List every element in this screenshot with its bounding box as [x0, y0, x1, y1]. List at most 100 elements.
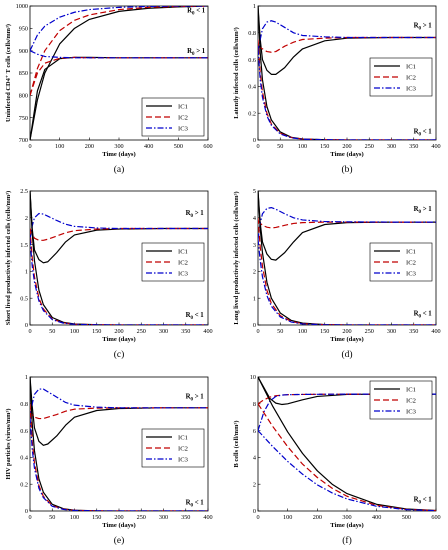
panel-label: (c) [114, 349, 125, 360]
annotation-subscript: 0 [191, 316, 194, 321]
x-tick-label: 600 [431, 514, 440, 521]
chart-panel: 0 100 200 300 400 500 600 700 750 800 850 900 950 100… [5, 3, 213, 175]
series-line-ic3 [30, 417, 208, 511]
y-axis-label: Short lived productively infected cells … [5, 191, 12, 325]
annotation-main: R [414, 497, 419, 504]
legend-box [369, 380, 433, 420]
annotation-tail: < 1 [193, 499, 204, 506]
y-tick-label: 0.2 [20, 481, 28, 488]
y-tick-label: 10 [250, 374, 256, 381]
legend: IC1 IC2 IC3 [141, 97, 205, 137]
x-axis-label: Time (days) [330, 151, 363, 158]
series-line-ic1 [30, 377, 208, 446]
regime-annotation: R0 > 1 [187, 48, 206, 57]
series-line-ic1 [258, 377, 436, 511]
x-tick-label: 400 [372, 514, 381, 521]
y-tick-label: 0.5 [20, 295, 28, 302]
y-tick-label: 0.8 [20, 401, 28, 408]
x-tick-label: 300 [114, 143, 123, 150]
legend-label: IC1 [406, 386, 416, 393]
annotation-subscript: 0 [419, 210, 422, 215]
annotation-main: R [187, 8, 192, 15]
series-line-ic1 [258, 6, 436, 75]
y-tick-label: 1 [253, 295, 256, 302]
panel-label: (b) [341, 164, 352, 175]
y-tick-label: 0.6 [20, 428, 28, 435]
series-line-ic3 [258, 430, 436, 511]
legend-box [369, 242, 433, 282]
x-tick-label: 200 [114, 328, 123, 335]
x-tick-label: 0 [28, 143, 31, 150]
x-tick-label: 250 [137, 328, 146, 335]
regime-annotation: R0 < 1 [414, 497, 433, 506]
y-tick-label: 0.2 [248, 110, 256, 117]
legend-label: IC1 [406, 248, 416, 255]
annotation-subscript: 0 [419, 132, 422, 137]
annotation-main: R [186, 393, 191, 400]
y-axis-label: Uninfected CD4⁺ T cells (cells/mm³) [5, 24, 12, 122]
x-tick-label: 600 [203, 143, 212, 150]
x-axis-label: Time (days) [102, 336, 135, 343]
legend-label: IC2 [178, 445, 188, 452]
series-line-ic3 [30, 212, 208, 240]
series-group [258, 6, 436, 140]
x-tick-label: 150 [92, 514, 101, 521]
x-tick-label: 200 [342, 328, 351, 335]
series-line-ic3 [30, 239, 208, 325]
legend-label: IC1 [178, 248, 188, 255]
y-axis-label: Long lived productively infected cells (… [233, 191, 240, 324]
x-tick-label: 100 [298, 328, 307, 335]
y-tick-label: 0 [253, 508, 256, 515]
x-tick-label: 350 [409, 328, 418, 335]
annotation-subscript: 0 [191, 503, 194, 508]
y-tick-label: 0.8 [248, 30, 256, 37]
y-axis-label: Latently infected cells (cells/mm³) [233, 27, 240, 119]
legend-label: IC2 [406, 397, 416, 404]
annotation-subscript: 0 [419, 315, 422, 320]
y-tick-label: 0 [253, 137, 256, 144]
x-tick-label: 100 [283, 514, 292, 521]
x-tick-label: 200 [313, 514, 322, 521]
annotation-tail: > 1 [421, 22, 432, 29]
panel-label: (d) [341, 349, 352, 360]
series-group [30, 6, 208, 140]
x-tick-label: 300 [387, 328, 396, 335]
series-line-ic3 [258, 48, 436, 140]
y-tick-label: 0 [25, 508, 28, 515]
y-tick-label: 1 [25, 374, 28, 381]
legend: IC1 IC2 IC3 [369, 57, 433, 97]
annotation-main: R [186, 312, 191, 319]
legend-box [141, 97, 205, 137]
series-line-ic1 [30, 191, 208, 264]
legend: IC1 IC2 IC3 [369, 242, 433, 282]
regime-annotation: R0 < 1 [186, 499, 205, 508]
annotation-subscript: 0 [419, 26, 422, 31]
y-tick-label: 0.6 [248, 57, 256, 64]
y-tick-label: 4 [253, 215, 256, 222]
x-tick-label: 0 [256, 514, 259, 521]
y-axis-label: HIV particles (virus/mm³) [5, 408, 12, 479]
annotation-tail: < 1 [421, 497, 432, 504]
y-tick-label: 0 [253, 322, 256, 329]
y-tick-label: 750 [19, 115, 28, 122]
legend-box [141, 242, 205, 282]
x-tick-label: 150 [92, 328, 101, 335]
x-axis-label: Time (days) [330, 336, 363, 343]
series-line-ic3 [30, 6, 208, 51]
x-tick-label: 400 [144, 143, 153, 150]
x-tick-label: 150 [320, 328, 329, 335]
legend-label: IC1 [406, 63, 416, 70]
legend-label: IC3 [178, 125, 189, 132]
series-group [258, 191, 436, 325]
chart-panel: 0 50 100 150 200 250 300 350 400 0 0.5 1 1.5 2 2.5 Time… [5, 188, 213, 360]
regime-annotation: R0 > 1 [414, 206, 433, 215]
annotation-subscript: 0 [191, 397, 194, 402]
regime-annotation: R0 < 1 [187, 8, 206, 17]
regime-annotation: R0 > 1 [414, 22, 433, 31]
y-tick-label: 2.5 [20, 188, 28, 195]
series-line-ic3 [258, 393, 436, 431]
annotation-tail: > 1 [193, 210, 204, 217]
x-axis-label: Time (days) [102, 522, 135, 529]
annotation-tail: < 1 [193, 312, 204, 319]
legend-box [369, 57, 433, 97]
